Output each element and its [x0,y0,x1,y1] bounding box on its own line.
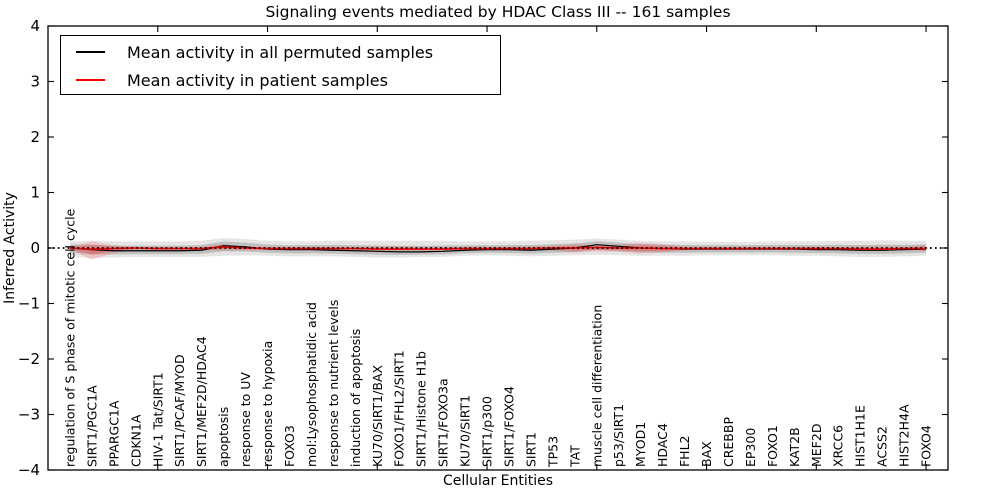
svg-text:SIRT1: SIRT1 [523,432,538,467]
svg-text:CDKN1A: CDKN1A [128,414,143,467]
svg-text:muscle cell differentiation: muscle cell differentiation [589,305,604,467]
svg-text:PPARGC1A: PPARGC1A [106,400,121,467]
svg-text:0: 0 [30,239,40,257]
svg-text:HIV-1 Tat/SIRT1: HIV-1 Tat/SIRT1 [150,372,165,467]
svg-text:−1: −1 [18,295,40,313]
svg-text:mol:Lysophosphatidic acid: mol:Lysophosphatidic acid [304,302,319,467]
x-major-ticks [157,26,927,470]
svg-text:response to nutrient levels: response to nutrient levels [326,300,341,467]
svg-text:SIRT1/FOXO4: SIRT1/FOXO4 [501,386,516,467]
svg-text:FOXO4: FOXO4 [919,425,934,467]
svg-text:EP300: EP300 [743,428,758,467]
y-tick-labels: 4 3 2 1 0 −1 −2 −3 −4 [18,17,40,479]
svg-text:BAX: BAX [699,441,714,467]
svg-text:TP53: TP53 [545,436,560,468]
svg-text:3: 3 [30,73,40,91]
svg-text:SIRT1/PGC1A: SIRT1/PGC1A [84,385,99,467]
svg-text:HDAC4: HDAC4 [655,423,670,467]
svg-text:CREBBP: CREBBP [721,417,736,467]
svg-text:SIRT1/MEF2D/HDAC4: SIRT1/MEF2D/HDAC4 [194,336,209,467]
svg-text:4: 4 [30,17,40,35]
svg-text:SIRT1/FOXO3a: SIRT1/FOXO3a [436,378,451,467]
svg-text:−2: −2 [18,350,40,368]
svg-text:FHL2: FHL2 [677,435,692,467]
svg-text:FOXO1/FHL2/SIRT1: FOXO1/FHL2/SIRT1 [392,350,407,467]
svg-text:response to hypoxia: response to hypoxia [260,341,275,467]
legend-item-permuted: Mean activity in all permuted samples [61,38,500,66]
svg-text:TAT: TAT [567,445,582,468]
x-tick-labels: regulation of S phase of mitotic cell cy… [62,208,933,468]
x-axis-label: Cellular Entities [442,473,554,489]
svg-text:KU70/SIRT1/BAX: KU70/SIRT1/BAX [370,365,385,467]
svg-text:FOXO1: FOXO1 [765,425,780,467]
svg-text:KU70/SIRT1: KU70/SIRT1 [458,395,473,467]
svg-text:p53/SIRT1: p53/SIRT1 [611,404,626,467]
svg-text:KAT2B: KAT2B [787,427,802,467]
svg-text:FOXO3: FOXO3 [282,425,297,467]
svg-text:HIST1H1E: HIST1H1E [853,405,868,467]
svg-text:regulation of S phase of mitot: regulation of S phase of mitotic cell cy… [62,208,77,467]
svg-text:SIRT1/p300: SIRT1/p300 [480,396,495,467]
svg-text:induction of apoptosis: induction of apoptosis [348,329,363,467]
legend: Mean activity in all permuted samples Me… [60,35,501,95]
svg-text:2: 2 [30,128,40,146]
svg-text:apoptosis: apoptosis [216,407,231,467]
legend-label-patient: Mean activity in patient samples [127,70,388,90]
legend-line-red-icon [76,79,105,81]
legend-label-permuted: Mean activity in all permuted samples [127,42,434,62]
svg-text:MYOD1: MYOD1 [633,422,648,467]
y-ticks [48,25,948,471]
legend-item-patient: Mean activity in patient samples [61,66,500,94]
svg-text:ACSS2: ACSS2 [875,426,890,467]
svg-text:HIST2H4A: HIST2H4A [897,404,912,467]
svg-text:XRCC6: XRCC6 [831,425,846,467]
chart-title: Signaling events mediated by HDAC Class … [265,3,731,21]
svg-text:−4: −4 [18,461,40,479]
svg-text:SIRT1/PCAF/MYOD: SIRT1/PCAF/MYOD [172,354,187,467]
svg-text:−3: −3 [18,406,40,424]
svg-text:SIRT1/Histone H1b: SIRT1/Histone H1b [414,351,429,467]
svg-text:1: 1 [30,184,40,202]
svg-text:response to UV: response to UV [238,372,253,467]
y-axis-label: Inferred Activity [2,192,18,304]
legend-line-black-icon [76,51,105,53]
svg-text:MEF2D: MEF2D [809,424,824,467]
